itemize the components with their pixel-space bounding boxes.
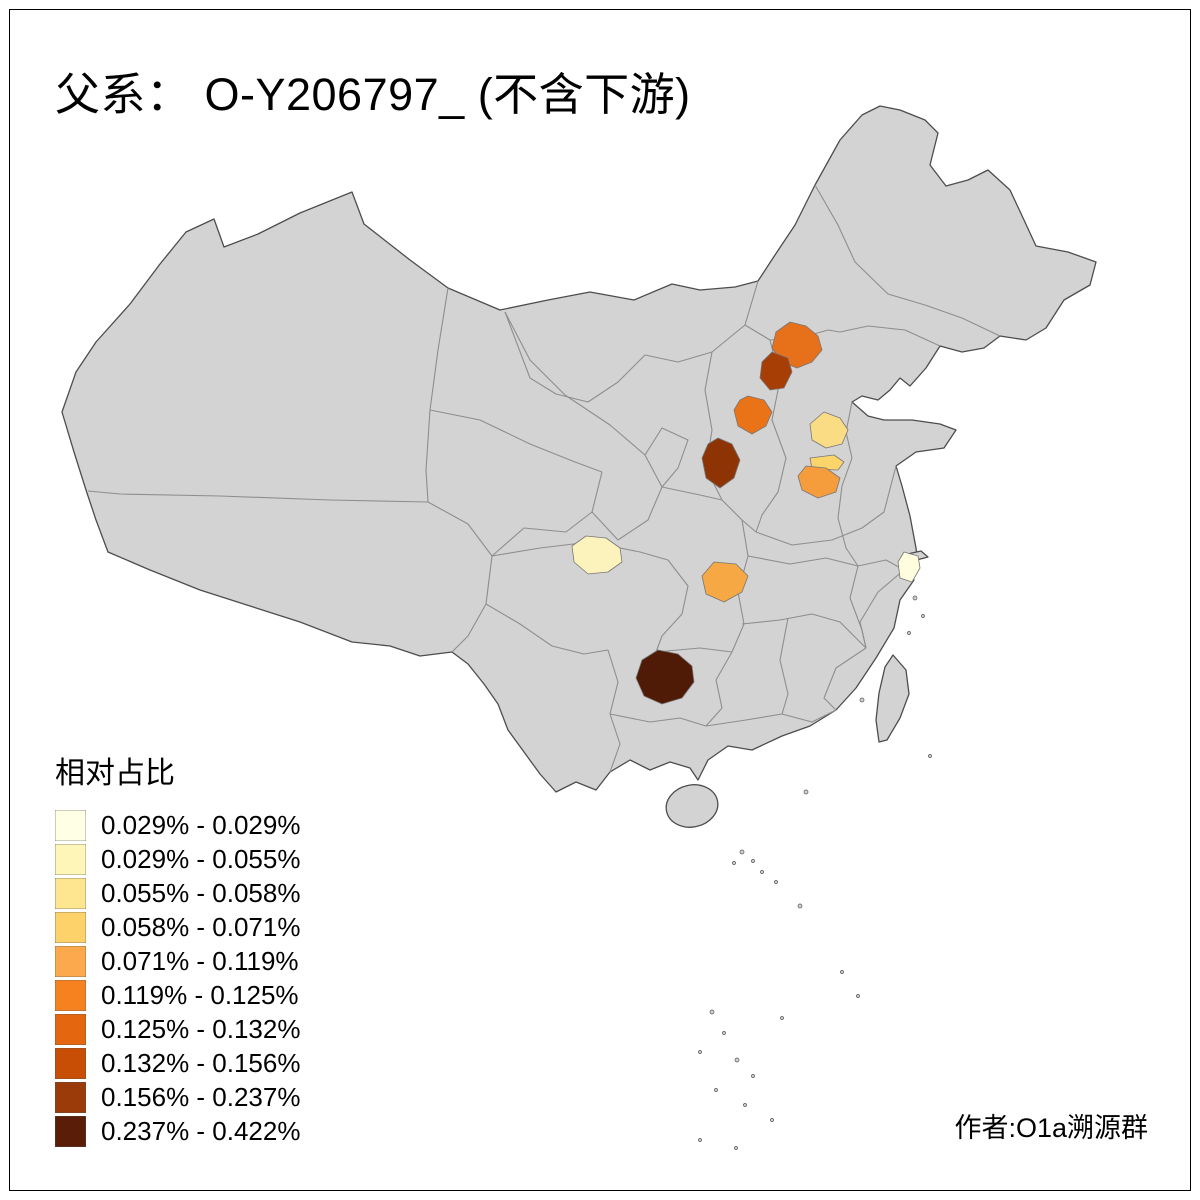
legend-label: 0.156% - 0.237% xyxy=(101,1081,301,1112)
legend-swatch xyxy=(55,877,86,909)
legend-label: 0.055% - 0.058% xyxy=(101,877,301,908)
legend: 相对占比 0.029% - 0.029% 0.029% - 0.055% 0.0… xyxy=(55,748,300,1148)
region-hebei-central xyxy=(759,351,793,391)
legend-swatch xyxy=(55,1047,86,1079)
legend-label: 0.029% - 0.055% xyxy=(101,843,301,874)
region-sichuan-central xyxy=(571,535,623,575)
region-shandong-southwest xyxy=(797,465,841,499)
legend-item: 0.125% - 0.132% xyxy=(55,1012,300,1046)
mainland-china-outline xyxy=(61,105,1097,793)
legend-swatch xyxy=(55,945,86,977)
legend-swatch xyxy=(55,1081,86,1113)
legend-swatch xyxy=(55,809,86,841)
legend-item: 0.058% - 0.071% xyxy=(55,910,300,944)
province-borders xyxy=(87,184,1001,773)
legend-item: 0.029% - 0.029% xyxy=(55,808,300,842)
choropleth-regions xyxy=(571,321,921,705)
region-hubei-north xyxy=(701,561,749,603)
legend-item: 0.055% - 0.058% xyxy=(55,876,300,910)
region-shanghai xyxy=(897,551,921,583)
country-land xyxy=(61,105,1097,828)
hainan-island xyxy=(665,784,719,828)
legend-item: 0.132% - 0.156% xyxy=(55,1046,300,1080)
legend-label: 0.125% - 0.132% xyxy=(101,1013,301,1044)
taiwan-island xyxy=(875,654,910,743)
legend-swatch xyxy=(55,1115,86,1147)
region-shaanxi-north xyxy=(701,437,741,489)
legend-label: 0.237% - 0.422% xyxy=(101,1115,301,1146)
legend-label: 0.119% - 0.125% xyxy=(101,979,299,1010)
legend-label: 0.132% - 0.156% xyxy=(101,1047,301,1078)
page-title: 父系： O-Y206797_ (不含下游) xyxy=(55,69,691,120)
legend-label: 0.058% - 0.071% xyxy=(101,911,301,942)
legend-item: 0.156% - 0.237% xyxy=(55,1080,300,1114)
small-islands xyxy=(698,595,932,1150)
legend-swatch xyxy=(55,979,86,1011)
legend-title: 相对占比 xyxy=(55,757,175,790)
legend-label: 0.029% - 0.029% xyxy=(101,809,301,840)
legend-item: 0.119% - 0.125% xyxy=(55,978,300,1012)
legend-swatch xyxy=(55,1013,86,1045)
attribution: 作者:O1a溯源群 xyxy=(954,1113,1148,1143)
region-guizhou-north xyxy=(635,649,695,705)
legend-label: 0.071% - 0.119% xyxy=(101,945,299,976)
legend-swatch xyxy=(55,911,86,943)
region-shandong-west xyxy=(809,411,849,449)
legend-swatch xyxy=(55,843,86,875)
legend-item: 0.071% - 0.119% xyxy=(55,944,300,978)
legend-items: 0.029% - 0.029% 0.029% - 0.055% 0.055% -… xyxy=(55,808,300,1148)
region-shanxi-central xyxy=(733,395,773,435)
legend-item: 0.029% - 0.055% xyxy=(55,842,300,876)
legend-item: 0.237% - 0.422% xyxy=(55,1114,300,1148)
